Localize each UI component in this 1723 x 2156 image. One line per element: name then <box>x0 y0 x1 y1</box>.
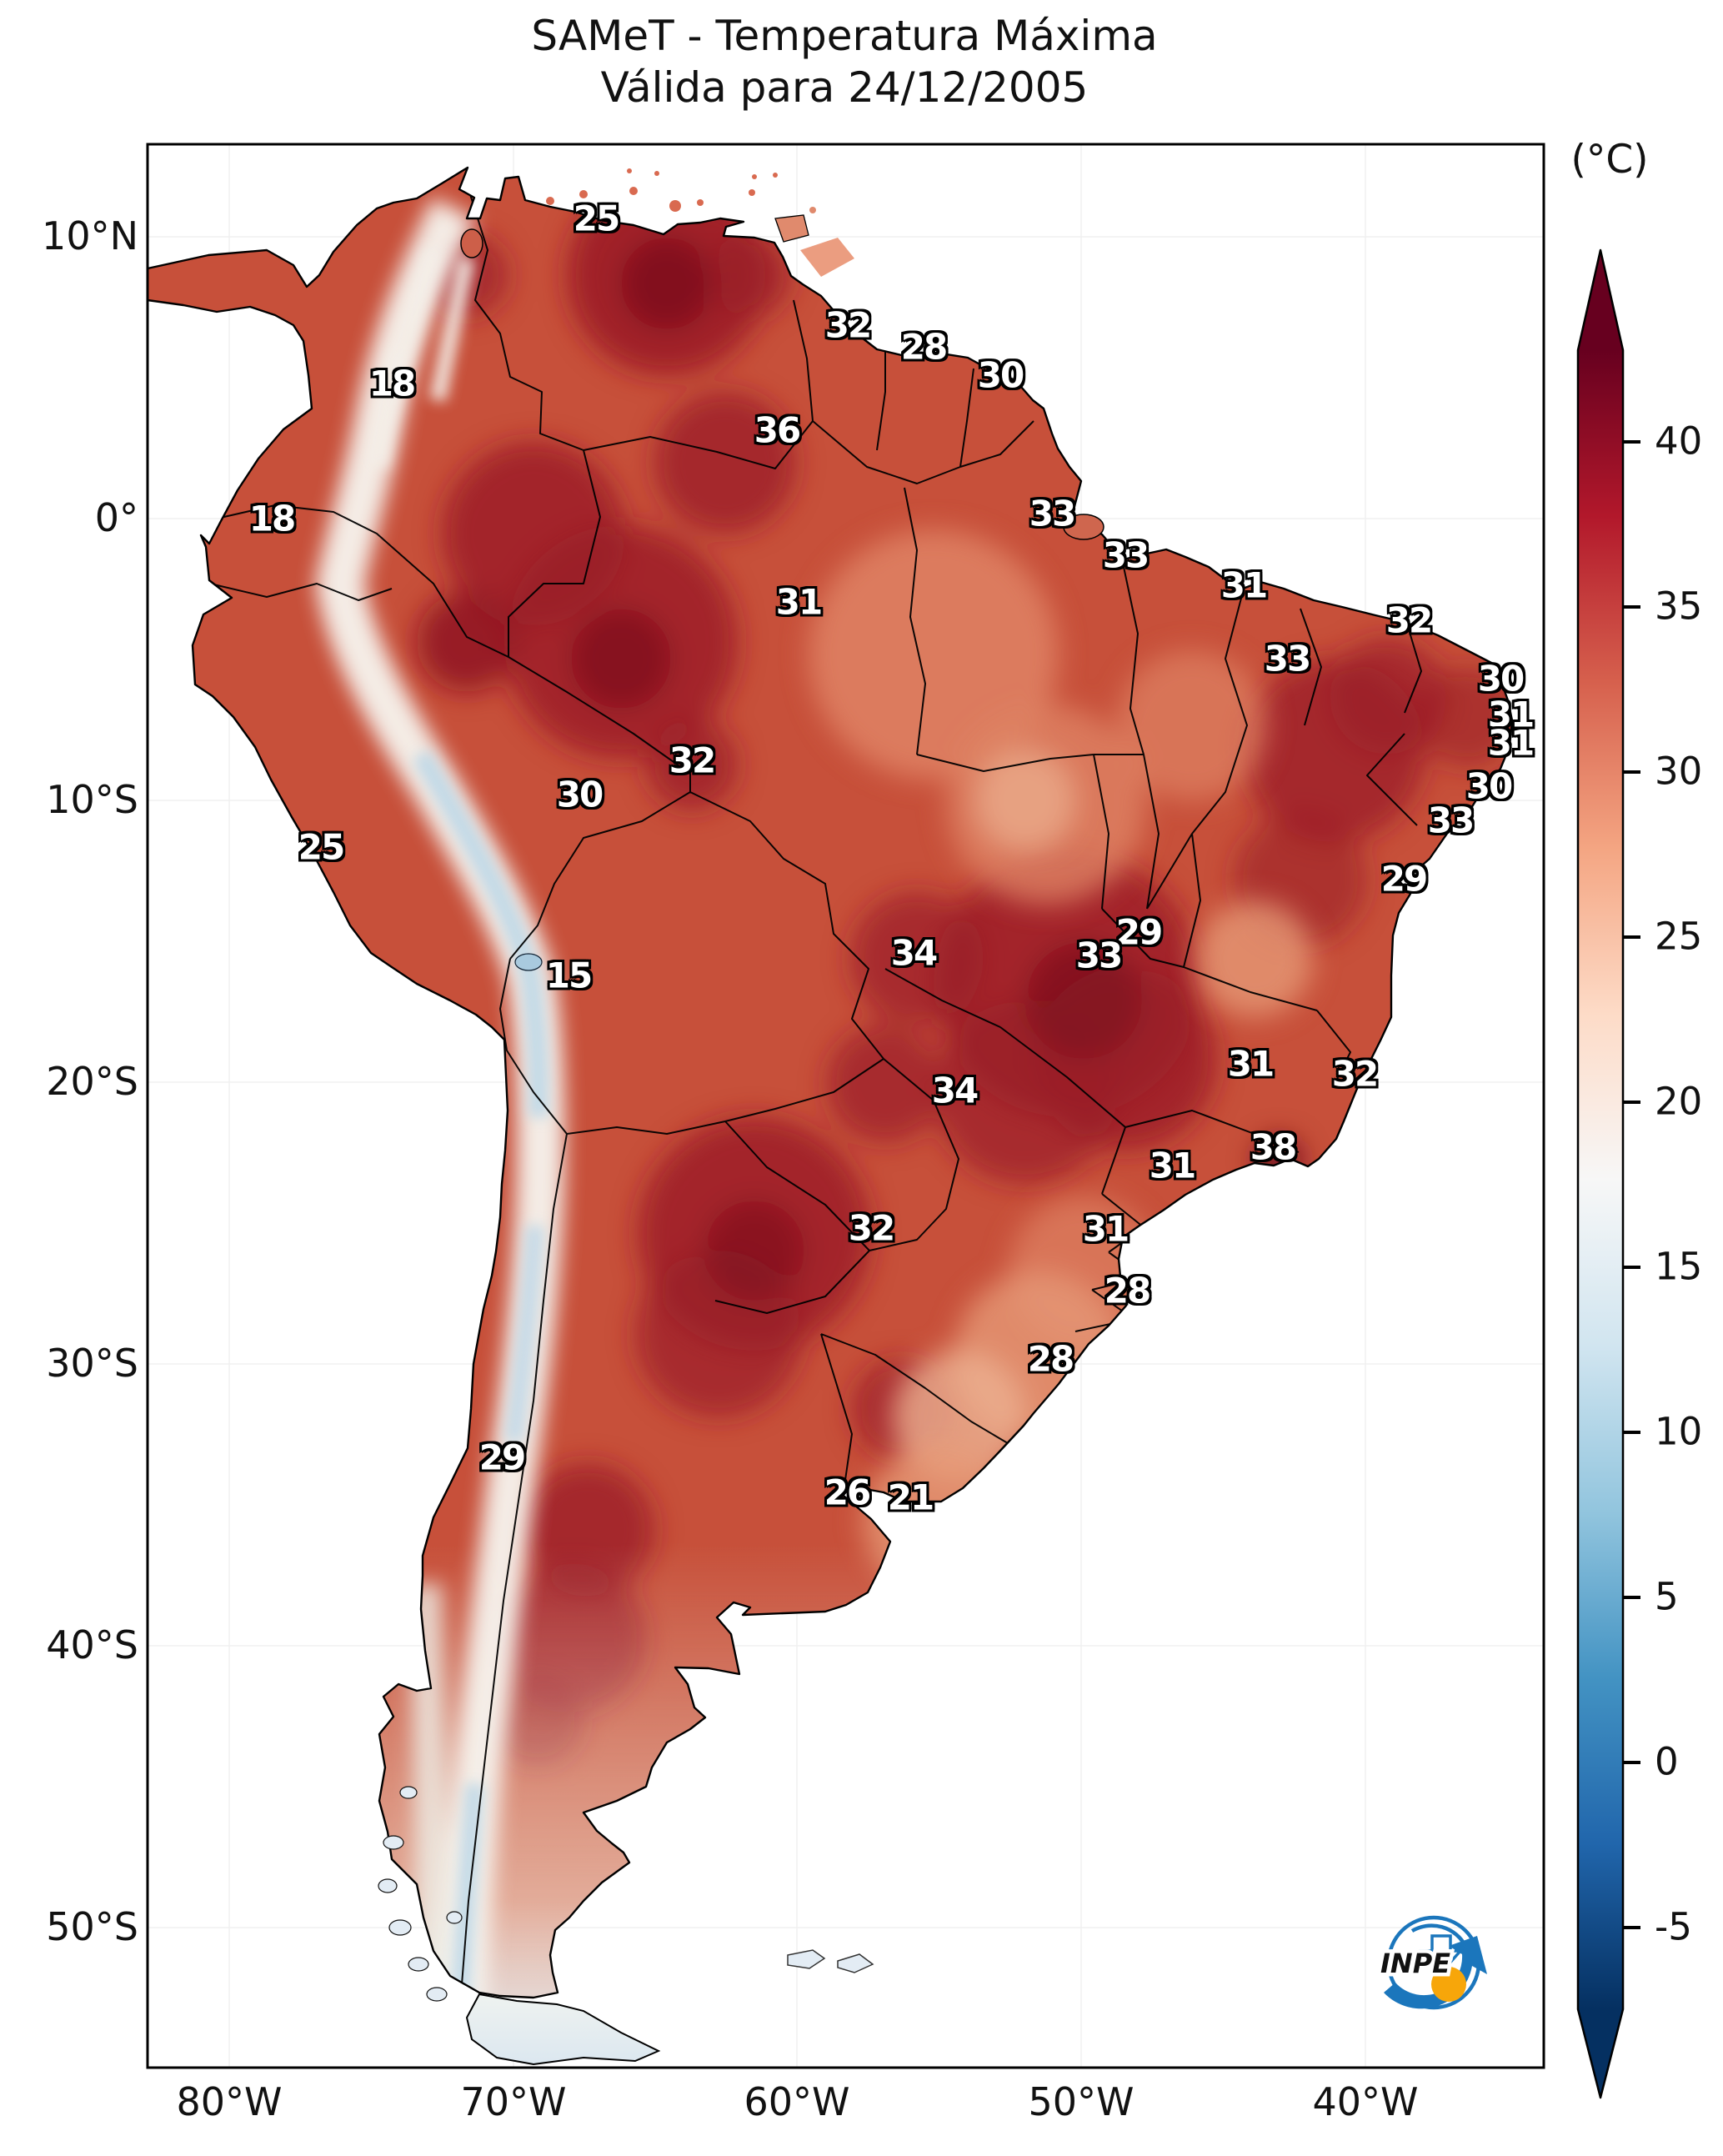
station-temperature-label: 32 <box>669 740 716 781</box>
colorbar-tick-label: 40 <box>1655 419 1703 464</box>
lat-tick-label: 10°N <box>42 213 138 258</box>
lat-tick-label: 0° <box>94 494 138 540</box>
lon-tick-label: 70°W <box>460 2079 567 2124</box>
colorbar-tick-label: 35 <box>1655 584 1703 629</box>
station-temperature-label: 25 <box>298 826 345 868</box>
colorbar-tick-mark <box>1623 1926 1640 1929</box>
colorbar-tick-mark <box>1623 935 1640 939</box>
station-temperature-label: 34 <box>931 1070 979 1111</box>
lon-tick-label: 40°W <box>1312 2079 1419 2124</box>
coastline <box>146 166 1514 1999</box>
station-temperature-label: 29 <box>478 1436 526 1478</box>
figure-title: SAMeT - Temperatura Máxima <box>531 12 1158 60</box>
andes-band <box>315 198 565 1998</box>
lat-tick-label: 40°S <box>46 1622 138 1667</box>
lon-tick-label: 60°W <box>744 2079 850 2124</box>
colorbar-tick-mark <box>1623 605 1640 609</box>
station-temperature-label: 31 <box>775 581 823 623</box>
station-temperature-label: 15 <box>545 955 593 996</box>
station-temperature-label: 18 <box>248 498 296 539</box>
inpe-logo: INPE <box>1377 1915 1487 2010</box>
station-temperature-label: 26 <box>824 1472 871 1513</box>
station-temperature-label: 28 <box>900 326 948 368</box>
colorbar-tick-mark <box>1623 1761 1640 1764</box>
station-temperature-label: 25 <box>573 198 620 239</box>
colorbar-tick-label: 10 <box>1655 1409 1703 1454</box>
station-temperature-label: 31 <box>1220 564 1268 606</box>
colorbar-tick-mark <box>1623 440 1640 444</box>
lon-tick-label: 80°W <box>176 2079 283 2124</box>
lat-tick-label: 10°S <box>46 776 138 822</box>
station-temperature-label: 32 <box>848 1207 895 1249</box>
station-temperature-label: 31 <box>1487 722 1535 764</box>
figure-subtitle: Válida para 24/12/2005 <box>600 63 1089 112</box>
colorbar-tick-label: 0 <box>1655 1739 1679 1784</box>
station-temperature-label: 33 <box>1029 493 1076 534</box>
colorbar-tick-label: 20 <box>1655 1079 1703 1124</box>
colorbar-tick-mark <box>1623 1101 1640 1104</box>
colorbar-tick-mark <box>1623 1266 1640 1269</box>
station-temperature-label: 36 <box>754 409 801 451</box>
lat-tick-label: 30°S <box>46 1340 138 1386</box>
colorbar-tick-label: 25 <box>1655 914 1703 959</box>
colorbar <box>1576 248 1625 2099</box>
lat-tick-label: 50°S <box>46 1903 138 1949</box>
colorbar-tick-mark <box>1623 1596 1640 1599</box>
colorbar-tick-label: 5 <box>1655 1574 1679 1619</box>
station-temperature-label: 30 <box>977 354 1024 396</box>
station-temperature-label: 32 <box>1331 1053 1379 1095</box>
colorbar-unit-label: (°C) <box>1570 137 1649 183</box>
logo-down-arrow-icon <box>1419 1934 1464 1975</box>
station-temperature-label: 33 <box>1102 534 1150 576</box>
station-temperature-label: 32 <box>1385 599 1433 641</box>
colorbar-tick-label: 30 <box>1655 749 1703 794</box>
station-temperature-label: 33 <box>1075 935 1123 976</box>
station-temperature-label: 30 <box>1465 765 1513 807</box>
lat-tick-label: 20°S <box>46 1058 138 1104</box>
station-temperature-label: 31 <box>1487 694 1535 735</box>
political-borders <box>209 178 1422 1998</box>
station-temperature-label: 29 <box>1380 858 1428 900</box>
station-temperature-label: 30 <box>1477 658 1525 699</box>
temperature-field <box>146 166 1514 2066</box>
logo-orange-dot <box>1431 1967 1466 2002</box>
station-temperature-label: 31 <box>1082 1208 1129 1250</box>
station-temperature-label: 33 <box>1427 800 1475 841</box>
station-temperature-label: 28 <box>1104 1270 1151 1311</box>
station-temperature-label: 29 <box>1115 911 1163 953</box>
colorbar-tick-label: -5 <box>1655 1904 1692 1949</box>
station-temperature-label: 18 <box>368 363 416 404</box>
station-temperature-label: 32 <box>824 304 872 346</box>
station-temperature-label: 28 <box>1027 1338 1074 1380</box>
station-temperature-label: 30 <box>556 774 604 815</box>
station-temperature-label: 38 <box>1250 1126 1297 1168</box>
logo-inner-arc <box>1410 1923 1467 1948</box>
lon-tick-label: 50°W <box>1028 2079 1134 2124</box>
station-temperature-label: 34 <box>890 932 938 974</box>
station-temperature-label: 33 <box>1264 638 1311 679</box>
station-temperature-label: 31 <box>1227 1043 1275 1085</box>
colorbar-tick-mark <box>1623 770 1640 774</box>
colorbar-tick-mark <box>1623 1431 1640 1434</box>
colorbar-tick-label: 15 <box>1655 1244 1703 1289</box>
logo-text: INPE <box>1380 1948 1450 1979</box>
station-temperature-label: 21 <box>887 1477 934 1518</box>
station-temperature-label: 31 <box>1149 1145 1196 1186</box>
map-frame <box>146 143 1545 2069</box>
islands-and-lakes <box>378 168 1104 2066</box>
